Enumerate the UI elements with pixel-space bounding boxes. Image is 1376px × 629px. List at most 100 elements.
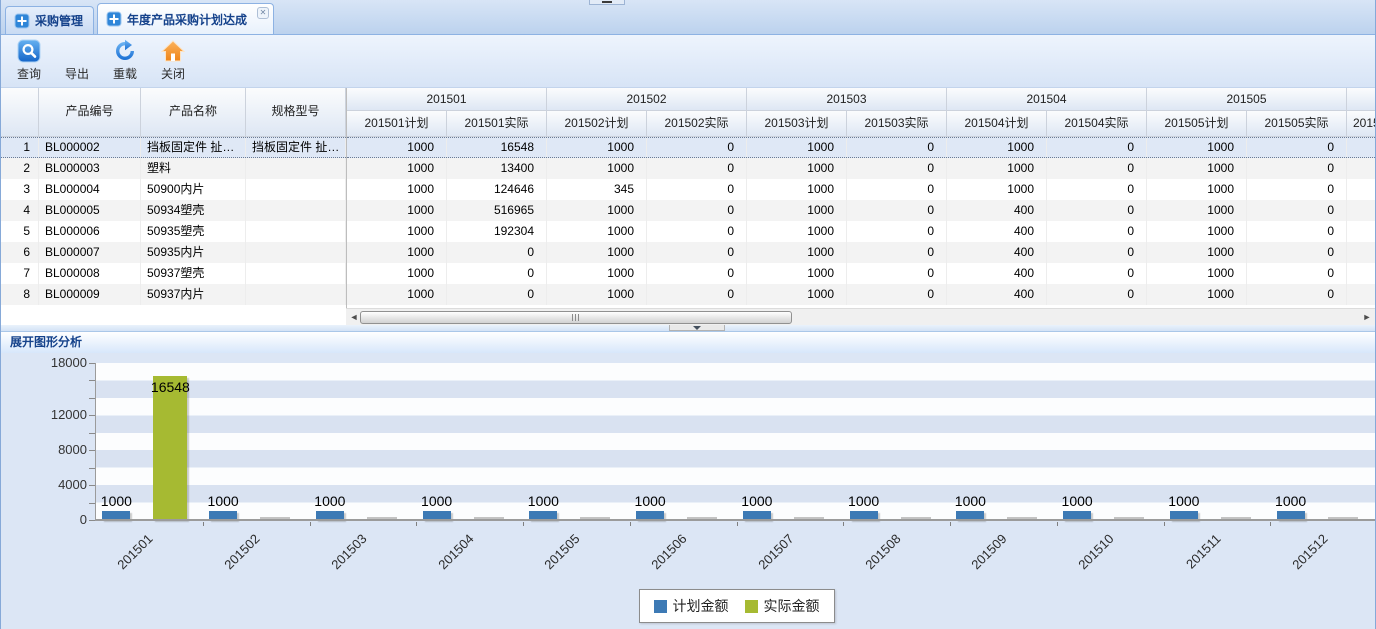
- row-number-cell: 4: [1, 200, 39, 221]
- month-value-cell: 1000: [747, 138, 847, 157]
- col-header-month[interactable]: 201501实际: [447, 111, 547, 137]
- month-value-cell: 0: [647, 158, 747, 179]
- table-row[interactable]: 10001246463450100001000010000: [347, 179, 1375, 200]
- chart-panel-title: 展开图形分析: [1, 331, 1375, 353]
- x-axis-tick-label: 201501: [100, 531, 156, 587]
- x-axis-tick-label: 201504: [420, 531, 476, 587]
- y-axis-tick: [89, 415, 95, 416]
- scroll-right-arrow-icon[interactable]: ►: [1359, 309, 1375, 326]
- col-group-header[interactable]: 201504: [947, 88, 1147, 111]
- tab-procurement-management[interactable]: 采购管理: [5, 6, 94, 34]
- scrollbar-thumb[interactable]: [360, 311, 792, 324]
- col-header-month[interactable]: 201505实际: [1247, 111, 1347, 137]
- grid-scrollable-columns: 201501201502201503201504201505 201501计划2…: [346, 88, 1375, 308]
- table-row[interactable]: 5BL00000650935塑壳: [1, 221, 346, 242]
- x-axis-tick-label: 201505: [527, 531, 583, 587]
- table-row[interactable]: 4BL00000550934塑壳: [1, 200, 346, 221]
- month-value-cell: 1000: [547, 284, 647, 305]
- legend-swatch-icon: [654, 600, 667, 613]
- month-value-cell: 1000: [547, 242, 647, 263]
- x-axis-tick: [1270, 522, 1271, 526]
- month-value-cell: 1000: [1147, 179, 1247, 200]
- table-row[interactable]: 100001000010000400010000: [347, 284, 1375, 305]
- col-header-month[interactable]: 201503实际: [847, 111, 947, 137]
- close-button[interactable]: 关闭: [153, 39, 193, 85]
- table-row[interactable]: 10005169651000010000400010000: [347, 200, 1375, 221]
- table-row[interactable]: 10001340010000100001000010000: [347, 158, 1375, 179]
- y-axis-tick: [89, 433, 95, 434]
- product-name-cell: 塑料: [141, 158, 246, 179]
- month-value-cell: 1000: [1147, 158, 1247, 179]
- month-value-cell: 0: [447, 263, 547, 284]
- col-group-header[interactable]: 201501: [347, 88, 547, 111]
- table-row[interactable]: 10001923041000010000400010000: [347, 221, 1375, 242]
- col-header-product-name[interactable]: 产品名称: [141, 88, 246, 137]
- month-value-cell: 1000: [347, 158, 447, 179]
- col-header-month[interactable]: 201503计划: [747, 111, 847, 137]
- month-value-cell: 0: [847, 179, 947, 200]
- row-number-cell: 1: [1, 138, 39, 157]
- month-value-cell: 192304: [447, 221, 547, 242]
- table-row[interactable]: 100001000010000400010000: [347, 242, 1375, 263]
- query-button[interactable]: 查询: [9, 39, 49, 85]
- month-value-cell: 0: [647, 200, 747, 221]
- table-row[interactable]: 10001654810000100001000010000: [347, 137, 1375, 158]
- col-header-product-code[interactable]: 产品编号: [39, 88, 141, 137]
- col-header-month[interactable]: 201502实际: [647, 111, 747, 137]
- col-header-month[interactable]: 201504计划: [947, 111, 1047, 137]
- x-axis-tick-label: 201507: [741, 531, 797, 587]
- tab-close-icon[interactable]: ✕: [257, 7, 269, 19]
- table-row[interactable]: 2BL000003塑料: [1, 158, 346, 179]
- month-value-cell: 1000: [1147, 221, 1247, 242]
- bar-value-label: 1000: [300, 493, 360, 509]
- month-value-cell: 0: [647, 284, 747, 305]
- col-group-header[interactable]: 201505: [1147, 88, 1347, 111]
- purchase-plan-grid: 产品编号产品名称规格型号 1BL000002挡板固定件 扯…挡板固定件 扯…2B…: [1, 88, 1375, 308]
- table-row[interactable]: 1BL000002挡板固定件 扯…挡板固定件 扯…: [1, 137, 346, 158]
- col-group-header-partial: [1347, 88, 1375, 111]
- tab-annual-purchase-plan[interactable]: 年度产品采购计划达成 ✕: [97, 3, 274, 34]
- toolbar: 查询 导出 重载: [1, 35, 1375, 88]
- col-header-month-partial[interactable]: 201506计划: [1347, 111, 1375, 137]
- month-value-cell: 1000: [747, 158, 847, 179]
- x-axis-tick: [737, 522, 738, 526]
- month-value-cell: 0: [1247, 138, 1347, 157]
- top-collapse-handle[interactable]: [589, 0, 625, 5]
- col-group-header[interactable]: 201503: [747, 88, 947, 111]
- bar-chart: 计划金额实际金额 0400080001200018000100016548201…: [1, 353, 1375, 629]
- col-header-month[interactable]: 201502计划: [547, 111, 647, 137]
- month-value-cell-partial: [1347, 284, 1375, 305]
- table-row[interactable]: 8BL00000950937内片: [1, 284, 346, 305]
- month-value-cell: 0: [1047, 263, 1147, 284]
- table-row[interactable]: 100001000010000400010000: [347, 263, 1375, 284]
- legend-label: 实际金额: [764, 596, 820, 616]
- col-header-month[interactable]: 201504实际: [1047, 111, 1147, 137]
- product-code-cell: BL000002: [39, 138, 141, 157]
- month-value-cell: 516965: [447, 200, 547, 221]
- month-value-cell: 0: [847, 200, 947, 221]
- month-value-cell-partial: [1347, 179, 1375, 200]
- chart-legend: 计划金额 实际金额: [639, 589, 835, 623]
- reload-button[interactable]: 重载: [105, 39, 145, 85]
- row-number-cell: 6: [1, 242, 39, 263]
- y-axis-tick: [89, 520, 95, 521]
- export-button[interactable]: 导出: [57, 39, 97, 85]
- table-row[interactable]: 7BL00000850937塑壳: [1, 263, 346, 284]
- spec-cell: [246, 263, 346, 284]
- col-header-spec[interactable]: 规格型号: [246, 88, 346, 137]
- spec-cell: [246, 242, 346, 263]
- row-number-header[interactable]: [1, 88, 39, 137]
- legend-item[interactable]: 实际金额: [745, 596, 820, 616]
- legend-item[interactable]: 计划金额: [654, 596, 729, 616]
- col-header-month[interactable]: 201505计划: [1147, 111, 1247, 137]
- col-header-month[interactable]: 201501计划: [347, 111, 447, 137]
- col-group-header[interactable]: 201502: [547, 88, 747, 111]
- table-row[interactable]: 3BL00000450900内片: [1, 179, 346, 200]
- y-axis-tick: [89, 450, 95, 451]
- table-row[interactable]: 6BL00000750935内片: [1, 242, 346, 263]
- x-axis-tick: [416, 522, 417, 526]
- horizontal-scrollbar: ◄ ►: [346, 308, 1375, 325]
- month-value-cell: 0: [1247, 221, 1347, 242]
- product-name-cell: 50937内片: [141, 284, 246, 305]
- button-label: 查询: [17, 65, 41, 82]
